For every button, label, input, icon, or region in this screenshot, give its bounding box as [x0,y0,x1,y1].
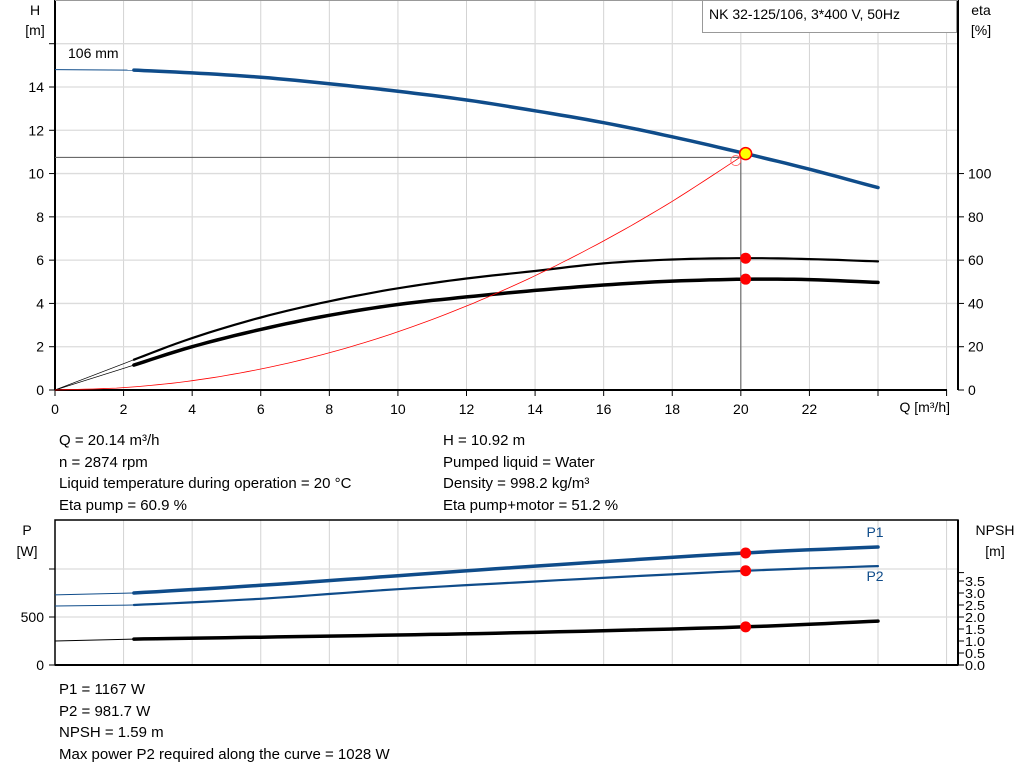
y2-tick-label: 0 [968,382,976,398]
max-power-readout: Max power P2 required along the curve = … [59,745,390,763]
eta-pump-motor-marker [740,273,752,285]
y2-axis-label: eta [971,2,991,18]
y-tick-label: 4 [36,295,44,311]
y-axis-label: H [30,2,40,18]
NPSH-curve [132,619,880,641]
eta-pump-marker [740,252,752,264]
top-plot [49,0,964,396]
density-readout: Density = 998.2 kg/m³ [443,475,590,492]
y2-tick-label: 40 [968,295,984,311]
temperature-readout: Liquid temperature during operation = 20… [59,475,352,492]
x-tick-label: 22 [802,401,818,417]
y2-tick-label: 60 [968,252,984,268]
head-readout: H = 10.92 m [443,432,526,449]
eta-pump-curve [132,257,880,361]
x-tick-label: 4 [188,401,196,417]
y-tick-label: 2 [36,339,44,355]
y2-tick-label: 3.5 [965,574,985,589]
info-top-right: H = 10.92 m Pumped liquid = Water Densit… [443,430,618,516]
bottom-plot [49,519,964,666]
x-tick-label: 2 [120,401,128,417]
y2-tick-label: 0.0 [965,658,985,673]
system-curve-end-marker [730,155,742,166]
y-tick-label: 12 [28,122,44,138]
x-tick-label: 6 [257,401,265,417]
eta-pump-motor-curve [132,277,880,367]
y2-axis-label: NPSH [976,522,1015,538]
eta-pump-extrapolation [54,359,134,391]
duty-point-marker [738,146,753,161]
p2-duty-marker [740,565,752,577]
y2-tick-label: 0.5 [965,646,985,661]
y2-tick-label: 80 [968,209,984,225]
eta-pump-readout: Eta pump = 60.9 % [59,496,187,514]
x-tick-label: 8 [325,401,333,417]
info-bottom: P1 = 1167 W P2 = 981.7 W NPSH = 1.59 m M… [59,679,390,765]
P2-curve [132,565,880,607]
info-top-left: Q = 20.14 m³/h n = 2874 rpm Liquid tempe… [59,430,351,516]
curve-label: 106 mm [68,45,119,61]
NPSH-extrapolation [54,638,134,642]
plot-frame [54,519,959,666]
x-tick-label: 0 [51,401,59,417]
y-tick-label: 0 [36,657,44,673]
legend-box [702,0,957,33]
x-tick-label: 14 [527,401,543,417]
y-axis-unit: [W] [17,543,38,559]
p2-readout: P2 = 981.7 W [59,702,151,720]
p1-readout: P1 = 1167 W [59,681,146,698]
eta-pump-motor-extrapolation [54,364,134,391]
y-axis-unit: [m] [25,22,44,38]
y2-tick-label: 3.0 [965,586,985,601]
p1-series-label: P1 [866,524,883,540]
y-axis-label: P [22,522,31,538]
x-tick-label: 16 [596,401,612,417]
y-tick-label: 14 [28,79,44,95]
liquid-readout: Pumped liquid = Water [443,453,595,471]
x-tick-label: 12 [459,401,475,417]
y2-tick-label: 1.0 [965,634,985,649]
y2-tick-label: 2.0 [965,610,985,625]
x-tick-label: 10 [390,401,406,417]
y2-axis-unit: [m] [985,543,1004,559]
flow-readout: Q = 20.14 m³/h [59,432,160,449]
y2-axis-unit: [%] [971,22,991,38]
system-curve [54,153,746,391]
y-tick-label: 0 [36,382,44,398]
p2-series-label: P2 [866,568,883,584]
npsh-duty-marker [740,621,752,633]
y2-tick-label: 1.5 [965,622,985,637]
p1-duty-marker [740,547,752,559]
P2-extrapolation [54,604,134,607]
y-tick-label: 6 [36,252,44,268]
y-tick-label: 500 [21,609,45,625]
y2-tick-label: 100 [968,166,992,182]
npsh-readout: NPSH = 1.59 m [59,724,164,741]
chart-title: NK 32-125/106, 3*400 V, 50Hz [709,6,900,22]
eta-pump-motor-readout: Eta pump+motor = 51.2 % [443,496,619,514]
y2-tick-label: 2.5 [965,598,985,613]
P1-curve [132,545,880,595]
y-tick-label: 10 [28,166,44,182]
x-axis-label: Q [m³/h] [899,399,950,415]
x-tick-label: 20 [733,401,749,417]
speed-readout: n = 2874 rpm [59,453,148,471]
y2-tick-label: 20 [968,339,984,355]
P1-extrapolation [54,592,134,596]
head-curve [132,68,880,190]
x-tick-label: 18 [664,401,680,417]
y-tick-label: 8 [36,209,44,225]
